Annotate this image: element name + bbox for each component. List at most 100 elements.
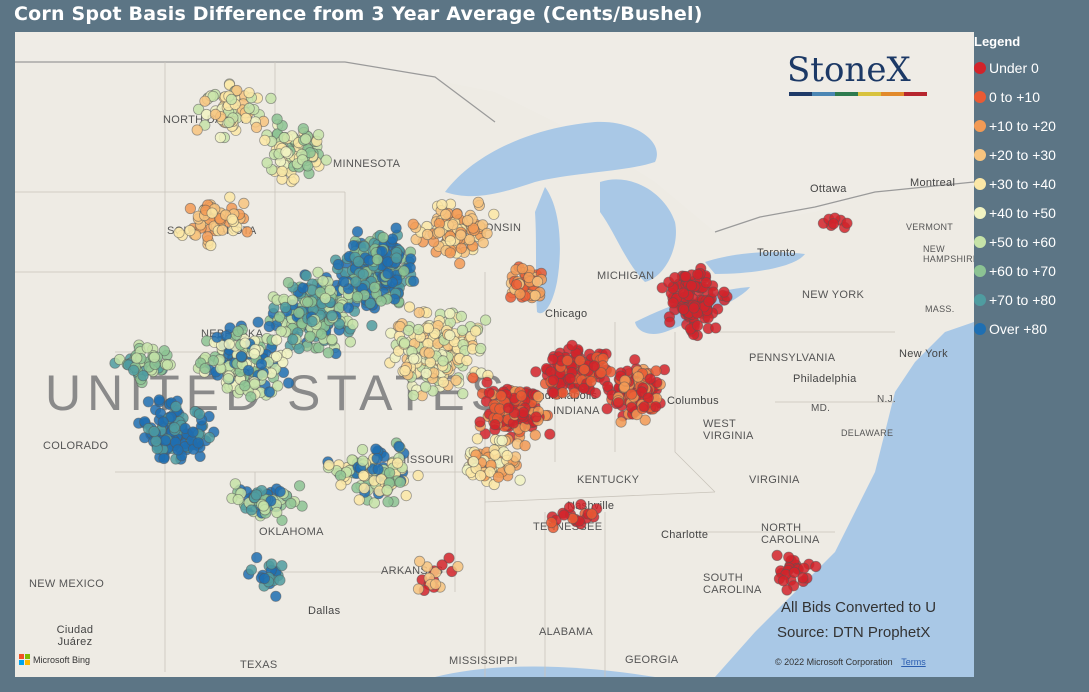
- basis-point-marker[interactable]: [375, 295, 387, 307]
- basis-point-marker[interactable]: [326, 333, 338, 346]
- basis-point-marker[interactable]: [250, 489, 262, 501]
- basis-point-marker[interactable]: [444, 307, 456, 320]
- basis-point-marker[interactable]: [677, 303, 690, 315]
- basis-point-marker[interactable]: [358, 482, 370, 494]
- basis-point-marker[interactable]: [639, 414, 651, 426]
- basis-point-marker[interactable]: [300, 133, 312, 145]
- basis-point-marker[interactable]: [280, 146, 292, 158]
- basis-point-marker[interactable]: [589, 387, 602, 399]
- basis-point-marker[interactable]: [364, 297, 376, 309]
- basis-point-marker[interactable]: [209, 108, 222, 121]
- basis-point-marker[interactable]: [393, 440, 405, 452]
- basis-point-marker[interactable]: [207, 355, 219, 367]
- basis-point-marker[interactable]: [424, 356, 436, 368]
- basis-point-marker[interactable]: [810, 560, 822, 573]
- basis-point-marker[interactable]: [467, 222, 479, 234]
- basis-point-marker[interactable]: [199, 95, 211, 107]
- basis-point-marker[interactable]: [137, 370, 149, 382]
- basis-point-marker[interactable]: [252, 316, 264, 328]
- basis-point-marker[interactable]: [357, 268, 369, 280]
- basis-point-marker[interactable]: [530, 411, 542, 423]
- basis-point-marker[interactable]: [532, 390, 544, 403]
- basis-point-marker[interactable]: [285, 497, 297, 510]
- basis-point-marker[interactable]: [205, 239, 217, 252]
- basis-point-marker[interactable]: [504, 463, 516, 476]
- basis-point-marker[interactable]: [320, 154, 332, 166]
- basis-point-marker[interactable]: [158, 345, 170, 357]
- basis-point-marker[interactable]: [279, 301, 291, 313]
- basis-point-marker[interactable]: [625, 388, 638, 400]
- basis-point-marker[interactable]: [265, 558, 278, 570]
- basis-point-marker[interactable]: [168, 422, 180, 434]
- basis-point-marker[interactable]: [282, 277, 294, 289]
- basis-point-marker[interactable]: [271, 506, 283, 518]
- basis-point-marker[interactable]: [667, 297, 679, 309]
- basis-point-marker[interactable]: [229, 478, 241, 490]
- legend-item[interactable]: Over +80: [974, 314, 1086, 343]
- basis-point-marker[interactable]: [287, 333, 299, 345]
- basis-point-marker[interactable]: [142, 396, 154, 408]
- basis-point-marker[interactable]: [250, 121, 263, 134]
- basis-point-marker[interactable]: [407, 275, 420, 287]
- basis-point-marker[interactable]: [501, 449, 513, 462]
- basis-point-marker[interactable]: [273, 311, 286, 323]
- basis-point-marker[interactable]: [488, 208, 500, 220]
- basis-point-marker[interactable]: [561, 354, 574, 367]
- basis-point-marker[interactable]: [496, 434, 508, 447]
- basis-point-marker[interactable]: [235, 350, 247, 362]
- basis-point-marker[interactable]: [249, 378, 261, 390]
- basis-point-marker[interactable]: [601, 403, 613, 415]
- bing-attribution[interactable]: Microsoft Bing: [19, 654, 90, 665]
- basis-point-marker[interactable]: [481, 227, 493, 239]
- basis-point-marker[interactable]: [306, 315, 318, 328]
- basis-point-marker[interactable]: [371, 253, 383, 266]
- basis-point-marker[interactable]: [474, 416, 486, 428]
- legend-item[interactable]: +50 to +60: [974, 227, 1086, 256]
- basis-point-marker[interactable]: [547, 374, 560, 386]
- basis-point-marker[interactable]: [187, 426, 199, 438]
- basis-point-marker[interactable]: [420, 367, 432, 379]
- basis-point-marker[interactable]: [334, 470, 347, 482]
- basis-point-marker[interactable]: [391, 457, 404, 469]
- basis-point-marker[interactable]: [225, 93, 238, 106]
- basis-point-marker[interactable]: [650, 365, 662, 377]
- basis-point-marker[interactable]: [413, 555, 426, 568]
- basis-point-marker[interactable]: [471, 433, 483, 445]
- basis-point-marker[interactable]: [474, 470, 487, 482]
- basis-point-marker[interactable]: [447, 219, 459, 231]
- basis-point-marker[interactable]: [419, 381, 432, 393]
- map-view[interactable]: UNITED STATES NORTH DAKOTA SOUTH DAKOTA …: [15, 32, 974, 677]
- basis-point-marker[interactable]: [159, 434, 171, 447]
- basis-point-marker[interactable]: [131, 352, 143, 364]
- basis-point-marker[interactable]: [366, 319, 378, 332]
- legend-item[interactable]: +10 to +20: [974, 111, 1086, 140]
- basis-point-marker[interactable]: [455, 310, 467, 322]
- basis-point-marker[interactable]: [516, 263, 528, 275]
- basis-point-marker[interactable]: [638, 401, 650, 413]
- basis-point-marker[interactable]: [288, 173, 300, 185]
- basis-point-marker[interactable]: [429, 578, 442, 590]
- basis-point-marker[interactable]: [256, 369, 268, 381]
- basis-point-marker[interactable]: [242, 364, 255, 376]
- basis-point-marker[interactable]: [293, 342, 305, 355]
- basis-point-marker[interactable]: [451, 208, 463, 220]
- basis-point-marker[interactable]: [240, 112, 252, 124]
- basis-point-marker[interactable]: [547, 353, 559, 365]
- basis-point-marker[interactable]: [394, 476, 406, 488]
- basis-point-marker[interactable]: [357, 469, 370, 482]
- basis-point-marker[interactable]: [226, 213, 238, 225]
- basis-point-marker[interactable]: [193, 103, 205, 116]
- basis-point-marker[interactable]: [510, 279, 523, 291]
- basis-point-marker[interactable]: [399, 365, 411, 377]
- basis-point-marker[interactable]: [342, 302, 354, 314]
- basis-point-marker[interactable]: [270, 334, 283, 346]
- basis-point-marker[interactable]: [293, 307, 305, 319]
- basis-point-marker[interactable]: [148, 351, 160, 363]
- basis-point-marker[interactable]: [157, 416, 169, 428]
- basis-point-marker[interactable]: [170, 400, 182, 413]
- basis-point-marker[interactable]: [390, 252, 403, 264]
- basis-point-marker[interactable]: [258, 500, 270, 512]
- legend-item[interactable]: +20 to +30: [974, 140, 1086, 169]
- basis-point-marker[interactable]: [568, 387, 581, 399]
- basis-point-marker[interactable]: [251, 551, 263, 564]
